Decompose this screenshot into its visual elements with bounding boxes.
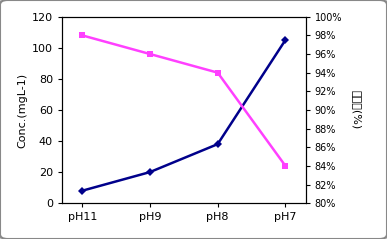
Y-axis label: 회수율(%): 회수율(%) [352, 90, 362, 130]
Y-axis label: Conc.(mgL-1): Conc.(mgL-1) [17, 72, 27, 147]
